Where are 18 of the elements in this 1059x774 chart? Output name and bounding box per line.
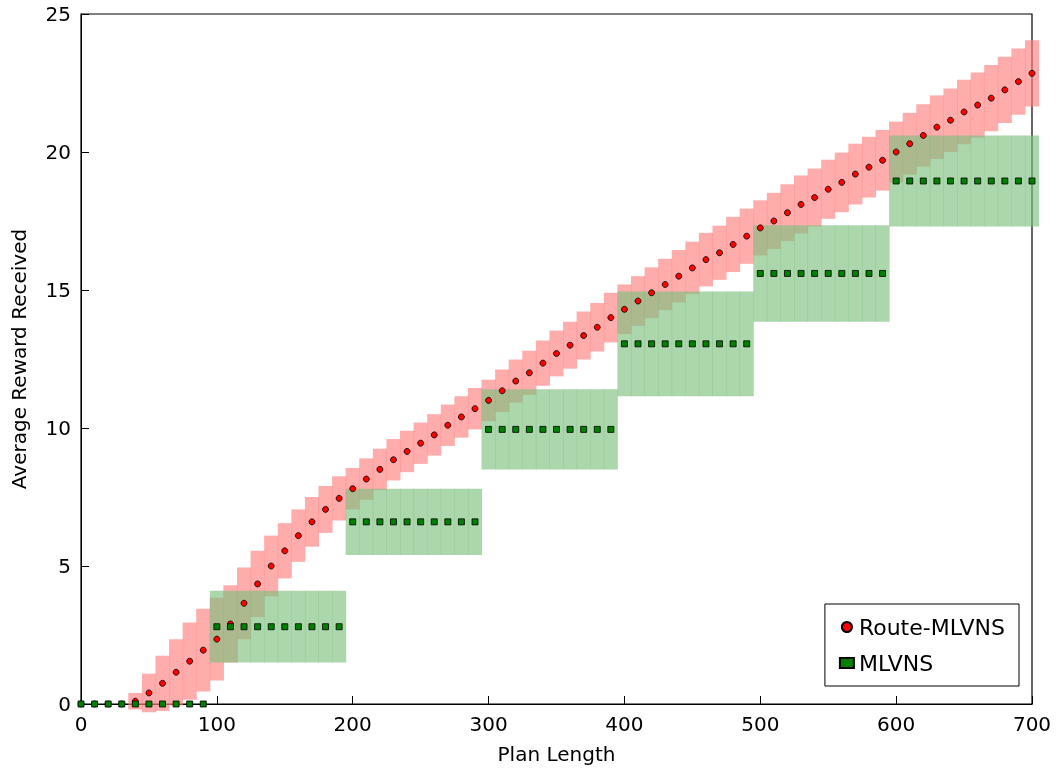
y-tick-label: 15 [45, 278, 71, 302]
legend-label: Route-MLVNS [858, 614, 1005, 640]
y-tick-label: 20 [45, 140, 71, 164]
legend-label: MLVNS [858, 650, 934, 676]
x-tick-label: 700 [1012, 712, 1052, 736]
y-tick-label: 10 [45, 416, 71, 440]
x-tick-label: 500 [741, 712, 780, 736]
y-tick-label: 25 [45, 2, 71, 26]
x-tick-label: 0 [74, 712, 88, 736]
y-axis-title: Average Reward Received [7, 228, 31, 490]
x-tick-label: 600 [877, 712, 916, 736]
x-tick-label: 100 [197, 712, 236, 736]
y-tick-label: 0 [58, 692, 71, 716]
y-tick-label: 5 [58, 554, 71, 578]
x-tick-label: 200 [333, 712, 372, 736]
x-tick-label: 400 [605, 712, 644, 736]
x-tick-label: 300 [469, 712, 508, 736]
x-axis-title: Plan Length [497, 742, 616, 766]
